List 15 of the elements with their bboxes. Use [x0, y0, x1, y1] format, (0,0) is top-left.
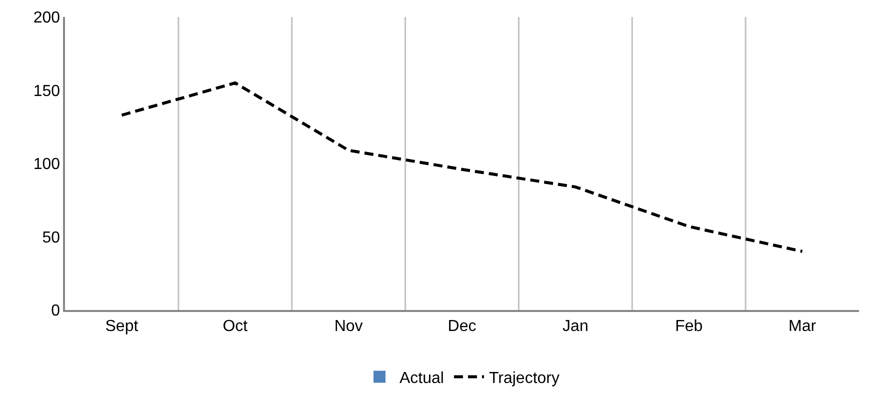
y-tick-label: 150 — [33, 82, 60, 100]
y-tick-label: 200 — [33, 10, 60, 27]
x-tick-label: Jan — [562, 318, 588, 335]
x-tick-label: Dec — [448, 318, 476, 335]
legend-label: Actual — [400, 370, 444, 387]
line-series — [120, 81, 804, 253]
y-tick-label: 0 — [51, 302, 60, 320]
y-tick-label: 50 — [42, 229, 60, 246]
x-tick-label: Feb — [675, 318, 703, 335]
x-tick-label: Oct — [222, 318, 248, 335]
x-tick-label: Mar — [788, 318, 817, 335]
legend-label: Trajectory — [488, 370, 560, 387]
x-tick-label: Nov — [334, 318, 363, 335]
y-tick-label: 100 — [33, 156, 60, 174]
x-tick-label: Sept — [105, 318, 139, 335]
